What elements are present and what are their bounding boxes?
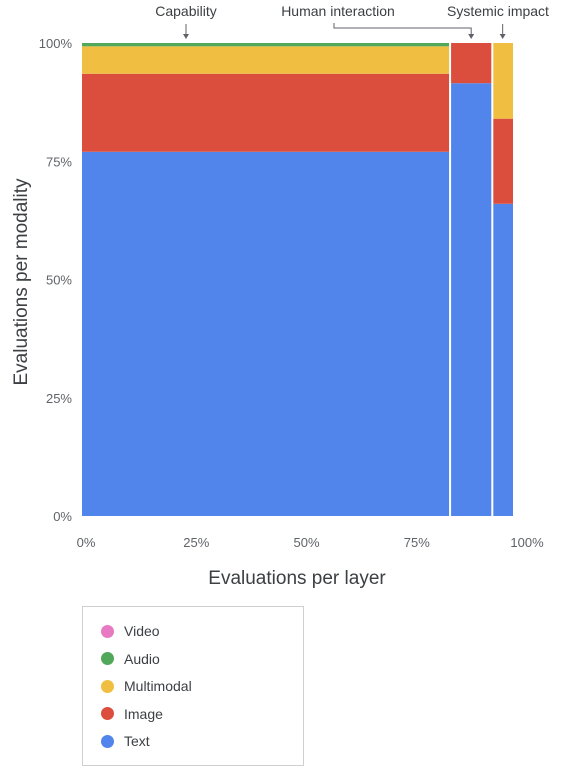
y-axis-title: Evaluations per modality: [11, 178, 32, 385]
legend-swatch: [101, 652, 114, 665]
bar-capability-multimodal: [82, 46, 451, 74]
legend-swatch: [101, 679, 114, 693]
x-tick-label: 75%: [404, 535, 430, 550]
legend-label: Multimodal: [124, 678, 192, 694]
mosaic-bars: [82, 43, 513, 517]
y-tick-label: 0%: [53, 509, 72, 524]
y-tick-label: 75%: [46, 154, 72, 169]
arrow-line: [333, 23, 472, 37]
arrow-head: [468, 34, 475, 39]
legend-label: Audio: [124, 650, 160, 667]
layer-label-systemic-impact: Systemic impact: [447, 3, 549, 19]
legend-item-image: Image: [101, 704, 163, 724]
mosaic-chart: 0% 25% 50% 75% 100% 0% 25% 50% 75% 100% Capabili…: [11, 3, 549, 589]
legend-item-audio: Audio: [101, 649, 160, 669]
y-tick-label: 25%: [46, 391, 72, 406]
y-tick-label: 50%: [46, 273, 72, 288]
bar-systemic-impact-text: [492, 203, 513, 516]
bar-capability-audio: [82, 43, 451, 47]
x-axis-ticks: 0% 25% 50% 75% 100%: [77, 535, 544, 550]
bar-human-interaction-text: [450, 83, 493, 516]
legend: Video Audio Multimodal Image Text: [82, 606, 304, 766]
legend-item-text: Text: [101, 731, 150, 751]
arrow-head: [183, 34, 189, 39]
y-tick-label: 100%: [39, 36, 73, 51]
y-axis-ticks: 0% 25% 50% 75% 100%: [39, 36, 73, 524]
legend-label: Image: [124, 705, 163, 722]
x-tick-label: 50%: [293, 535, 319, 550]
arrow-head: [499, 34, 506, 39]
bar-human-interaction-image: [450, 43, 493, 84]
layer-label-human-interaction: Human interaction: [281, 3, 395, 19]
legend-swatch: [101, 624, 114, 638]
legend-label: Text: [124, 733, 150, 749]
bar-systemic-impact-multimodal: [492, 43, 513, 119]
x-tick-label: 100%: [510, 535, 544, 550]
legend-item-video: Video: [101, 621, 160, 641]
layer-label-capability: Capability: [155, 3, 216, 19]
legend-item-multimodal: Multimodal: [101, 676, 192, 696]
x-tick-label: 0%: [77, 535, 96, 550]
legend-swatch: [101, 734, 114, 748]
bar-capability-text: [82, 151, 451, 517]
x-axis-title: Evaluations per layer: [208, 568, 386, 589]
legend-label: Video: [124, 623, 160, 639]
x-tick-label: 25%: [183, 535, 209, 550]
legend-swatch: [101, 707, 114, 720]
bar-systemic-impact-image: [492, 118, 513, 204]
bar-capability-image: [82, 73, 451, 152]
layer-annotations: Capability Human interaction Systemic impa…: [155, 3, 549, 39]
